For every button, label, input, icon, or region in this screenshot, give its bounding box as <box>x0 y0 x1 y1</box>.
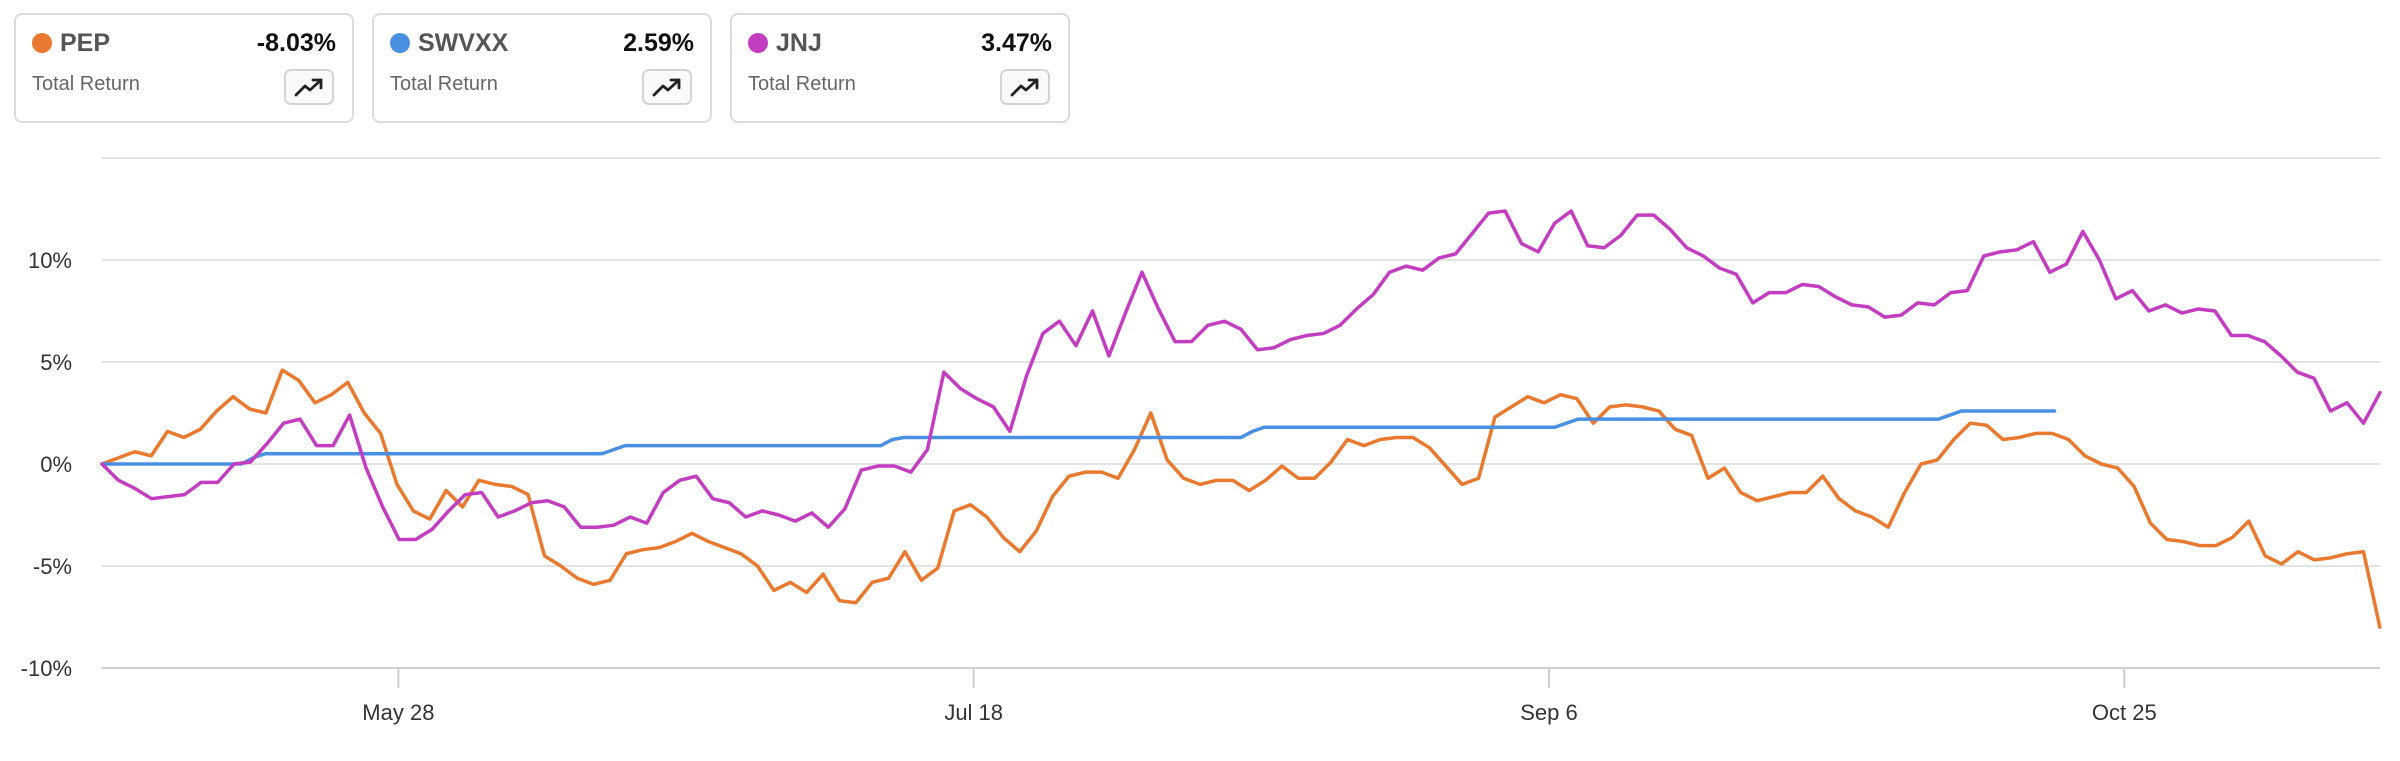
y-tick-label: -5% <box>33 554 72 579</box>
card-pep[interactable]: PEP -8.03% Total Return <box>14 13 354 123</box>
card-jnj[interactable]: JNJ 3.47% Total Return <box>730 13 1070 123</box>
pep-color-dot <box>32 33 52 53</box>
y-tick-label: -10% <box>21 656 72 681</box>
legend-cards: PEP -8.03% Total Return SWVXX 2.59% Tota… <box>14 13 1070 123</box>
card-swvxx[interactable]: SWVXX 2.59% Total Return <box>372 13 712 123</box>
card-ticker: SWVXX <box>418 29 509 57</box>
series-line-swvxx <box>100 409 2057 466</box>
card-value: -8.03% <box>256 29 336 57</box>
y-tick-label: 5% <box>40 350 72 375</box>
x-tick-label: Jul 18 <box>944 700 1003 725</box>
card-value: 2.59% <box>623 29 694 57</box>
chart-series <box>100 209 2382 629</box>
series-line-jnj <box>100 209 2382 542</box>
y-tick-label: 10% <box>28 248 72 273</box>
trend-up-icon[interactable] <box>642 69 692 105</box>
card-label: Total Return <box>748 73 856 95</box>
swvxx-color-dot <box>390 33 410 53</box>
x-axis-ticks: May 28 Jul 18 Sep 6 Oct 25 <box>362 668 2157 725</box>
x-tick-label: Oct 25 <box>2092 700 2157 725</box>
y-tick-label: 0% <box>40 452 72 477</box>
x-tick-label: May 28 <box>362 700 434 725</box>
card-ticker: JNJ <box>776 29 822 57</box>
series-line-pep <box>100 368 2382 629</box>
card-label: Total Return <box>32 73 140 95</box>
card-label: Total Return <box>390 73 498 95</box>
jnj-color-dot <box>748 33 768 53</box>
card-ticker: PEP <box>60 29 111 57</box>
y-axis-ticks: -10% -5% 0% 5% 10% <box>21 248 72 681</box>
chart-grid <box>102 157 2380 669</box>
trend-up-icon[interactable] <box>1000 69 1050 105</box>
card-value: 3.47% <box>981 29 1052 57</box>
x-tick-label: Sep 6 <box>1520 700 1578 725</box>
trend-up-icon[interactable] <box>284 69 334 105</box>
